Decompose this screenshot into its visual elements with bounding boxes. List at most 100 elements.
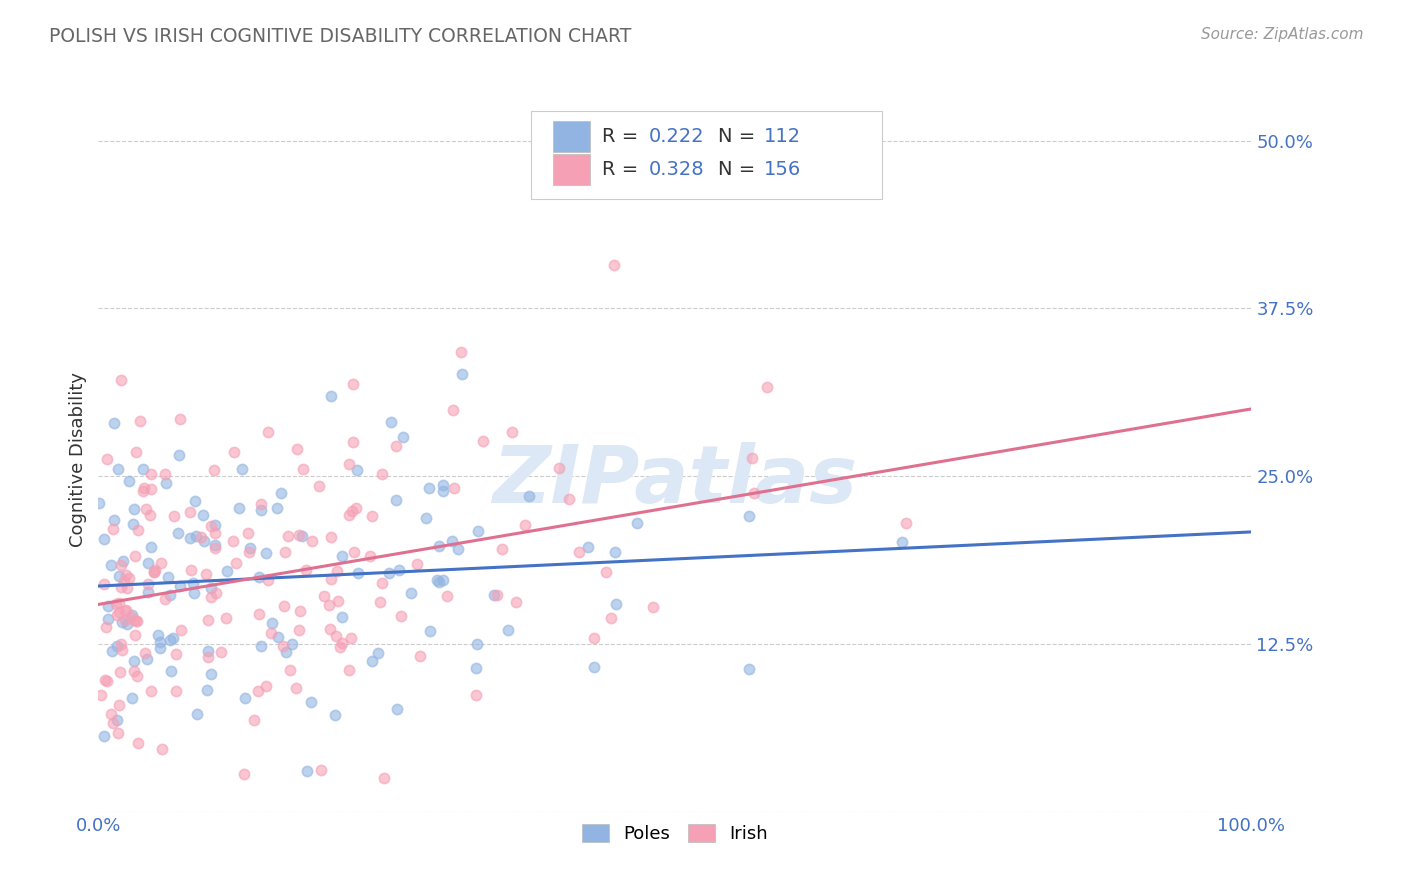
Point	[117, 475, 139, 489]
Point	[125, 669, 148, 683]
Point	[641, 599, 664, 614]
Point	[114, 613, 136, 627]
Point	[122, 517, 145, 532]
Point	[247, 607, 270, 621]
Point	[93, 577, 115, 591]
Text: N =: N =	[717, 128, 761, 146]
Point	[339, 508, 361, 523]
Point	[96, 674, 118, 689]
Point	[163, 509, 186, 524]
Point	[288, 604, 311, 618]
Point	[301, 534, 323, 549]
Point	[295, 563, 318, 577]
Point	[146, 627, 169, 641]
Point	[96, 451, 118, 466]
Point	[105, 639, 128, 653]
Point	[583, 632, 606, 646]
Point	[115, 617, 138, 632]
Point	[370, 467, 392, 482]
Point	[427, 540, 450, 554]
Point	[603, 544, 626, 558]
Point	[224, 444, 246, 458]
Point	[464, 688, 486, 702]
Y-axis label: Cognitive Disability: Cognitive Disability	[69, 372, 87, 547]
Point	[247, 570, 270, 584]
Point	[153, 591, 176, 606]
Point	[110, 580, 132, 594]
Point	[197, 650, 219, 665]
Point	[360, 508, 382, 523]
Point	[225, 556, 247, 570]
Point	[260, 626, 283, 640]
Point	[342, 504, 364, 518]
Point	[139, 508, 162, 522]
Point	[124, 549, 146, 563]
Point	[111, 554, 134, 568]
Point	[418, 481, 440, 495]
Point	[170, 623, 193, 637]
Point	[755, 380, 778, 394]
Point	[105, 713, 128, 727]
Point	[595, 565, 617, 579]
Point	[254, 679, 277, 693]
Point	[367, 646, 389, 660]
Point	[337, 458, 360, 472]
Point	[467, 524, 489, 538]
Point	[183, 586, 205, 600]
Point	[110, 558, 132, 572]
Point	[432, 484, 454, 499]
Point	[346, 463, 368, 477]
Point	[179, 531, 201, 545]
Point	[250, 502, 273, 516]
Point	[329, 640, 352, 655]
FancyBboxPatch shape	[553, 121, 589, 153]
Text: 156: 156	[763, 161, 801, 179]
Point	[270, 486, 292, 500]
Point	[342, 435, 364, 450]
Point	[273, 545, 295, 559]
Point	[360, 654, 382, 668]
Text: N =: N =	[717, 161, 761, 179]
Point	[600, 611, 623, 625]
Point	[108, 665, 131, 679]
Point	[108, 698, 131, 712]
Point	[450, 345, 472, 359]
Point	[373, 771, 395, 785]
Point	[738, 662, 761, 676]
Point	[256, 573, 278, 587]
Point	[160, 665, 183, 679]
Point	[432, 573, 454, 587]
Point	[385, 492, 408, 507]
Point	[254, 546, 277, 560]
Point	[266, 501, 288, 516]
Point	[93, 533, 115, 547]
Point	[472, 434, 495, 448]
Point	[228, 500, 250, 515]
Point	[159, 588, 181, 602]
Point	[319, 622, 342, 636]
Point	[139, 540, 162, 554]
Point	[276, 645, 298, 659]
Point	[108, 596, 131, 610]
Point	[250, 497, 273, 511]
Point	[200, 667, 222, 681]
Point	[548, 461, 571, 475]
Point	[427, 574, 450, 589]
Point	[101, 716, 124, 731]
Point	[409, 648, 432, 663]
Point	[436, 589, 458, 603]
Point	[157, 570, 180, 584]
Point	[200, 581, 222, 595]
Point	[273, 599, 295, 613]
Point	[195, 682, 218, 697]
Point	[558, 491, 581, 506]
Point	[100, 558, 122, 573]
Point	[150, 741, 173, 756]
Point	[741, 450, 763, 465]
Point	[576, 540, 599, 554]
Point	[190, 530, 212, 544]
FancyBboxPatch shape	[553, 154, 589, 186]
Point	[380, 415, 402, 429]
Point	[281, 637, 304, 651]
Point	[399, 586, 422, 600]
